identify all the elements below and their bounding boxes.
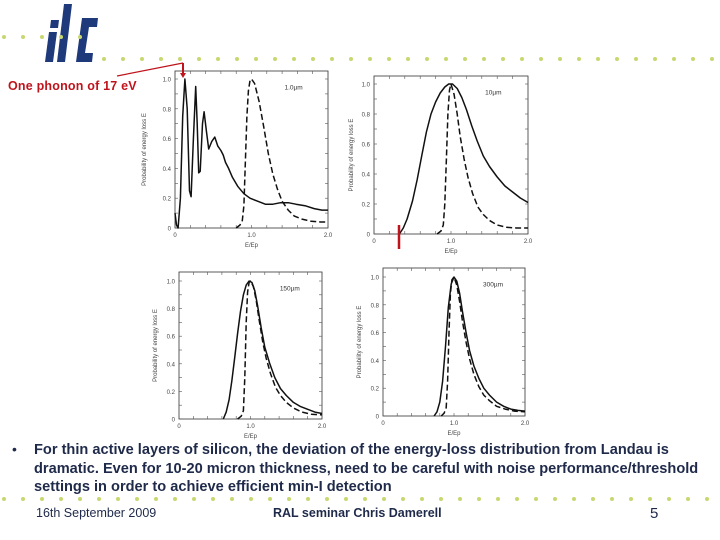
y-tick-label: 0.6 <box>371 331 380 337</box>
footer-date: 16th September 2009 <box>36 506 157 520</box>
x-axis-label: E/Ep <box>245 243 259 249</box>
x-tick-label: 1.0 <box>450 421 459 427</box>
y-axis-label: Probability of energy loss E <box>357 306 363 379</box>
y-tick-label: 0.4 <box>371 359 380 365</box>
y-tick-label: 0.2 <box>362 203 371 209</box>
y-tick-label: 0.8 <box>167 307 176 313</box>
header-dotted-line-right <box>100 57 720 61</box>
x-axis-label: E/Ep <box>244 434 258 440</box>
x-tick-label: 0 <box>372 239 376 245</box>
page-number: 5 <box>650 505 659 522</box>
x-tick-label: 1.0 <box>447 239 456 245</box>
y-tick-label: 0.6 <box>167 335 176 341</box>
x-tick-label: 1.0 <box>246 424 255 430</box>
y-tick-label: 0 <box>367 233 371 239</box>
thickness-label: 150µm <box>280 286 300 293</box>
series-dashed <box>235 78 328 229</box>
plot-frame <box>373 75 529 235</box>
ilc-logo <box>45 4 98 62</box>
y-tick-label: 1.0 <box>167 280 176 286</box>
plot-frame <box>178 271 323 420</box>
y-tick-label: 0 <box>168 227 172 233</box>
y-tick-label: 0.2 <box>163 197 172 203</box>
y-tick-label: 1.0 <box>362 83 371 89</box>
thickness-label: 1.0µm <box>284 84 302 91</box>
series-solid <box>398 83 529 235</box>
y-tick-label: 1.0 <box>371 276 380 282</box>
x-tick-label: 0 <box>381 421 385 427</box>
series-dashed <box>237 280 323 420</box>
series-solid <box>433 276 526 417</box>
y-axis-label: Probability of energy loss E <box>153 309 159 382</box>
y-tick-label: 0 <box>172 418 176 424</box>
footer-presenter: RAL seminar Chris Damerell <box>273 506 442 520</box>
x-axis-label: E/Ep <box>447 431 461 437</box>
y-tick-label: 0.6 <box>362 143 371 149</box>
series-solid <box>222 280 323 420</box>
y-tick-label: 0.4 <box>362 173 371 179</box>
y-tick-label: 0 <box>376 415 380 421</box>
y-tick-label: 0.8 <box>371 303 380 309</box>
y-tick-label: 0.4 <box>167 362 176 368</box>
bullet-text: For thin active layers of silicon, the d… <box>34 442 699 495</box>
y-tick-label: 0.8 <box>163 107 172 113</box>
x-tick-label: 2.0 <box>524 239 533 245</box>
x-axis-label: E/Ep <box>444 249 458 255</box>
header-dotted-line-left <box>0 35 90 39</box>
y-tick-label: 1.0 <box>163 78 172 84</box>
bullet-icon: • <box>12 441 17 457</box>
x-tick-label: 2.0 <box>521 421 530 427</box>
series-dashed <box>440 276 526 417</box>
x-tick-label: 2.0 <box>324 233 333 239</box>
x-tick-label: 1.0 <box>247 233 256 239</box>
y-tick-label: 0.4 <box>163 167 172 173</box>
y-axis-label: Probability of energy loss E <box>142 113 148 186</box>
series-solid <box>174 78 328 229</box>
phonon-annotation-label: One phonon of 17 eV <box>8 79 137 93</box>
chart-1: 0 0.2 0.4 0.6 0.8 1.0 0 1.0 2.0 E/Ep Probability o… <box>349 75 533 255</box>
plot-frame <box>382 267 526 417</box>
y-tick-label: 0.2 <box>167 390 176 396</box>
series-dashed <box>436 83 528 235</box>
y-tick-label: 0.6 <box>163 137 172 143</box>
x-tick-label: 0 <box>177 424 181 430</box>
footer-dotted-line <box>0 497 720 501</box>
thickness-label: 10µm <box>485 90 501 97</box>
chart-3: 0 0.2 0.4 0.6 0.8 1.0 0 1.0 2.0 E/Ep Probability o… <box>357 267 530 437</box>
y-tick-label: 0.2 <box>371 387 380 393</box>
y-tick-label: 0.8 <box>362 113 371 119</box>
chart-0: 0 0.2 0.4 0.6 0.8 1.0 0 1.0 2.0 E/Ep Probability o… <box>142 70 333 249</box>
chart-2: 0 0.2 0.4 0.6 0.8 1.0 0 1.0 2.0 E/Ep Probability o… <box>153 271 327 440</box>
x-tick-label: 2.0 <box>318 424 327 430</box>
thickness-label: 300µm <box>483 282 503 289</box>
x-tick-label: 0 <box>173 233 177 239</box>
y-axis-label: Probability of energy loss E <box>349 119 355 192</box>
